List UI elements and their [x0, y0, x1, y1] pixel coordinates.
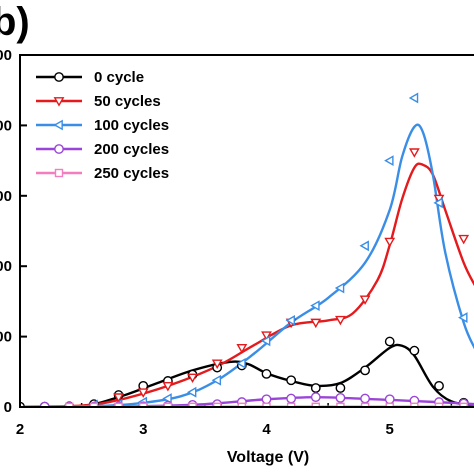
x-axis-title: Voltage (V) [227, 449, 309, 466]
series-2-point [408, 92, 419, 104]
series-1-point [310, 318, 322, 329]
series-2-point [211, 374, 222, 386]
series-3-point [310, 392, 321, 403]
series-0-line [20, 343, 474, 407]
series-1-point [187, 373, 198, 384]
series-2-point [285, 315, 295, 326]
series-curves [20, 123, 474, 407]
x-tick-label: 2 [16, 421, 24, 438]
legend-swatch-marker [54, 72, 64, 82]
series-2-point [384, 155, 394, 167]
series-0-point [434, 380, 444, 391]
series-1-point [261, 331, 272, 341]
series-1-point [335, 315, 346, 326]
series-2-point [236, 357, 246, 369]
series-1-point [236, 344, 248, 354]
series-1-line [20, 162, 474, 407]
series-2-point [458, 312, 468, 323]
series-1-point [113, 393, 125, 403]
series-1-point [137, 388, 149, 398]
series-3-point [360, 393, 370, 404]
x-tick-label: 4 [262, 421, 271, 438]
panel-label: b) [0, 0, 30, 44]
y-tick-label: 000 [0, 188, 12, 205]
y-tick-label: 000 [0, 117, 12, 134]
y-tick-label: 0 [4, 399, 12, 416]
x-tick-label: 3 [139, 421, 147, 438]
x-tick-label: 5 [386, 421, 394, 438]
legend-label: 100 cycles [94, 117, 169, 134]
legend-label: 250 cycles [94, 165, 169, 182]
legend-swatch-marker [54, 144, 64, 154]
series-3-point [384, 394, 395, 405]
series-2-point [433, 197, 443, 209]
series-2-point [186, 386, 197, 398]
legend-swatch-marker [54, 168, 64, 178]
series-1-point [359, 295, 371, 305]
legend: 0 cycle 50 cycles 100 cycles 200 cycles 250 … [36, 69, 169, 182]
tick-marks [19, 54, 453, 408]
series-2-point [260, 335, 271, 347]
series-0-point [335, 383, 346, 393]
legend-swatch-marker [53, 97, 65, 107]
series-2-point [359, 240, 369, 252]
series-0-point [286, 375, 297, 386]
series-1-point [211, 359, 223, 369]
series-1-point [162, 382, 174, 392]
series-2-point [334, 282, 345, 294]
y-tick-label: 000 [0, 258, 12, 275]
plot-frame [19, 54, 474, 408]
series-3-line [20, 395, 474, 407]
y-tick-label: 000 [0, 329, 12, 346]
series-0-point [310, 383, 321, 393]
series-2-point [162, 393, 172, 404]
legend-label: 50 cycles [94, 93, 161, 110]
legend-swatch-marker [53, 119, 63, 131]
series-0-point [409, 345, 420, 356]
y-tick-label: 000 [0, 47, 12, 64]
series-3-point [286, 393, 297, 404]
series-0-point [261, 369, 272, 379]
legend-label: 200 cycles [94, 141, 169, 158]
series-markers [20, 92, 470, 407]
series-0-point [384, 336, 395, 347]
series-1-point [458, 234, 470, 245]
series-1-point [384, 237, 396, 248]
series-1-point [408, 148, 420, 158]
series-2-point [310, 300, 320, 312]
series-3-point [261, 394, 272, 405]
series-3-point [335, 392, 346, 403]
tick-labels: 23450000000000000000 [0, 47, 394, 438]
series-0-point [360, 365, 370, 376]
legend-label: 0 cycle [94, 69, 144, 86]
